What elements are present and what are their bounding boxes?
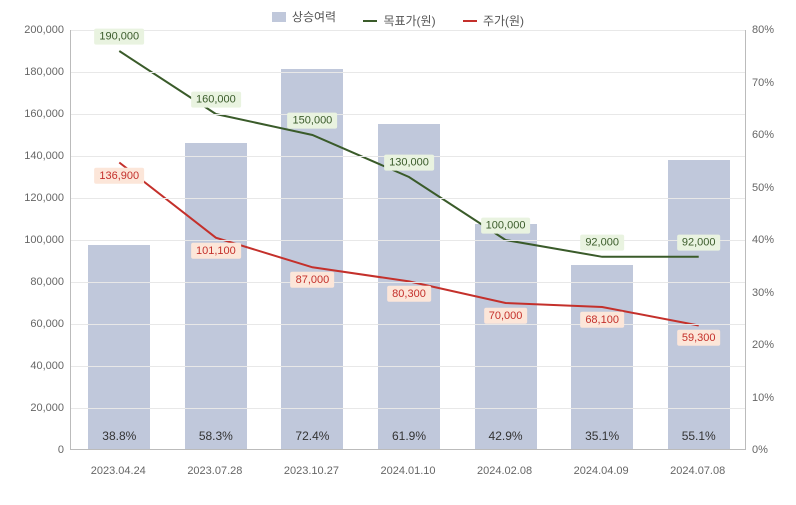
price-value-label: 68,100 xyxy=(580,312,624,328)
x-tick: 2023.07.28 xyxy=(187,465,242,477)
grid-line xyxy=(71,282,745,283)
x-tick: 2023.10.27 xyxy=(284,465,339,477)
price-value-label: 80,300 xyxy=(387,286,431,302)
upside-pct-label: 38.8% xyxy=(102,429,136,443)
price-value-label: 101,100 xyxy=(191,242,241,258)
y-right-tick: 10% xyxy=(752,392,792,404)
grid-line xyxy=(71,72,745,73)
legend-label-target: 목표가(원) xyxy=(383,12,435,29)
grid-line xyxy=(71,324,745,325)
upside-pct-label: 72.4% xyxy=(295,429,329,443)
y-left-tick: 60,000 xyxy=(4,318,64,330)
target-value-label: 130,000 xyxy=(384,155,434,171)
upside-pct-label: 58.3% xyxy=(199,429,233,443)
y-right-tick: 80% xyxy=(752,24,792,36)
x-tick: 2023.04.24 xyxy=(91,465,146,477)
y-left-tick: 180,000 xyxy=(4,66,64,78)
grid-line xyxy=(71,30,745,31)
grid-line xyxy=(71,198,745,199)
target-value-label: 92,000 xyxy=(677,234,721,250)
price-value-label: 59,300 xyxy=(677,330,721,346)
target-value-label: 92,000 xyxy=(580,234,624,250)
price-value-label: 136,900 xyxy=(94,167,144,183)
y-right-tick: 40% xyxy=(752,234,792,246)
x-tick: 2024.02.08 xyxy=(477,465,532,477)
grid-line xyxy=(71,114,745,115)
y-right-tick: 70% xyxy=(752,77,792,89)
y-left-tick: 200,000 xyxy=(4,24,64,36)
legend-label-bar: 상승여력 xyxy=(292,8,336,25)
y-left-tick: 140,000 xyxy=(4,150,64,162)
legend-item-target: 목표가(원) xyxy=(363,12,435,29)
y-right-tick: 30% xyxy=(752,287,792,299)
chart-container: 상승여력 목표가(원) 주가(원) 38.8% 58.3% 72.4% 61.9% 42… xyxy=(0,0,796,505)
line-swatch xyxy=(463,20,477,22)
bar-swatch xyxy=(272,12,286,22)
y-left-tick: 80,000 xyxy=(4,276,64,288)
x-tick: 2024.07.08 xyxy=(670,465,725,477)
y-left-tick: 100,000 xyxy=(4,234,64,246)
upside-pct-label: 42.9% xyxy=(489,429,523,443)
y-left-tick: 0 xyxy=(4,444,64,456)
grid-line xyxy=(71,366,745,367)
line-swatch xyxy=(363,20,377,22)
upside-pct-label: 61.9% xyxy=(392,429,426,443)
y-left-tick: 120,000 xyxy=(4,192,64,204)
upside-pct-label: 55.1% xyxy=(682,429,716,443)
y-left-tick: 20,000 xyxy=(4,402,64,414)
y-right-tick: 60% xyxy=(752,129,792,141)
y-left-tick: 40,000 xyxy=(4,360,64,372)
price-value-label: 87,000 xyxy=(291,272,335,288)
grid-line xyxy=(71,408,745,409)
y-right-tick: 20% xyxy=(752,339,792,351)
target-value-label: 100,000 xyxy=(481,218,531,234)
legend-item-bar: 상승여력 xyxy=(272,8,336,25)
y-right-tick: 50% xyxy=(752,182,792,194)
x-tick: 2024.04.09 xyxy=(574,465,629,477)
legend-item-price: 주가(원) xyxy=(463,12,524,29)
legend: 상승여력 목표가(원) 주가(원) xyxy=(0,8,796,29)
price-value-label: 70,000 xyxy=(484,308,528,324)
x-tick: 2024.01.10 xyxy=(380,465,435,477)
y-right-tick: 0% xyxy=(752,444,792,456)
grid-line xyxy=(71,240,745,241)
legend-label-price: 주가(원) xyxy=(483,12,524,29)
plot-area: 38.8% 58.3% 72.4% 61.9% 42.9% 35.1% 55.1% 190,0… xyxy=(70,30,746,450)
y-left-tick: 160,000 xyxy=(4,108,64,120)
target-value-label: 190,000 xyxy=(94,29,144,45)
target-value-label: 160,000 xyxy=(191,92,241,108)
target-value-label: 150,000 xyxy=(288,113,338,129)
upside-pct-label: 35.1% xyxy=(585,429,619,443)
